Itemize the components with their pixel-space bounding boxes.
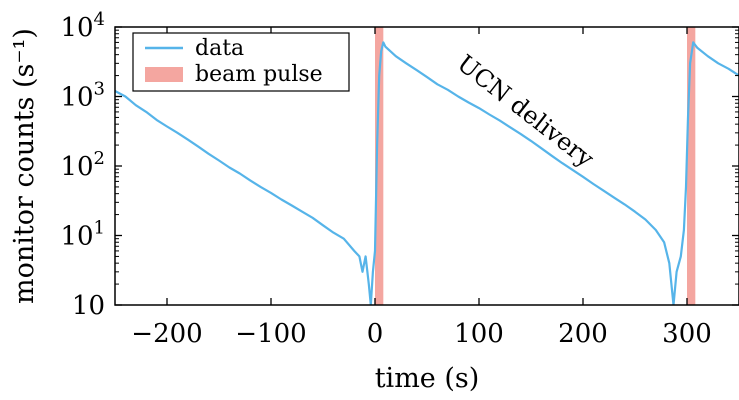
legend-beam-pulse-swatch	[145, 67, 183, 82]
beam-pulse-regions	[375, 27, 696, 305]
y-tick-label: 102	[60, 148, 105, 182]
x-tick-label: 200	[558, 319, 608, 349]
x-tick-label: 300	[662, 319, 712, 349]
beam-pulse-region-0	[375, 27, 384, 305]
legend-beam-pulse-label: beam pulse	[195, 62, 323, 87]
series-line-data	[115, 41, 739, 305]
y-tick-label: 103	[60, 79, 105, 113]
x-axis-label: time (s)	[375, 363, 480, 394]
beam-pulse-region-1	[687, 27, 696, 305]
y-tick-exponent: 4	[94, 9, 105, 30]
y-tick-exponent: 2	[94, 148, 105, 169]
y-tick-label: 10	[72, 291, 105, 321]
y-tick-exponent: 1	[94, 218, 105, 239]
x-tick-label: −100	[235, 319, 306, 349]
y-tick-exponent: 3	[94, 79, 105, 100]
x-axis-ticks: −200 −100 0 100 200 300	[131, 27, 712, 349]
y-axis-label: monitor counts (s⁻¹)	[9, 28, 40, 304]
legend: data beam pulse	[132, 32, 350, 92]
x-tick-label: 0	[367, 319, 384, 349]
x-tick-label: 100	[454, 319, 504, 349]
annotation-ucn-delivery: UCN delivery	[452, 49, 600, 173]
y-tick-label: 104	[60, 9, 105, 43]
x-tick-label: −200	[131, 319, 202, 349]
series-layer	[115, 41, 739, 305]
y-tick-label: 101	[60, 218, 105, 252]
legend-data-label: data	[195, 36, 244, 61]
